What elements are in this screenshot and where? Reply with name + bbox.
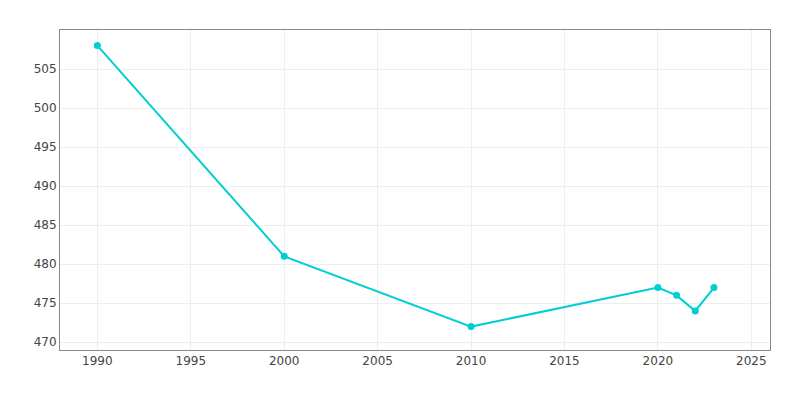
svg-text:475: 475 (34, 296, 57, 310)
svg-text:1995: 1995 (176, 354, 207, 368)
svg-text:2020: 2020 (643, 354, 674, 368)
svg-text:2010: 2010 (456, 354, 487, 368)
svg-text:470: 470 (34, 335, 57, 349)
svg-text:2005: 2005 (362, 354, 393, 368)
svg-text:2025: 2025 (736, 354, 767, 368)
svg-text:2000: 2000 (269, 354, 300, 368)
svg-text:505: 505 (34, 62, 57, 76)
svg-text:500: 500 (34, 101, 57, 115)
svg-text:495: 495 (34, 140, 57, 154)
svg-text:490: 490 (34, 179, 57, 193)
svg-text:480: 480 (34, 257, 57, 271)
svg-text:2015: 2015 (549, 354, 580, 368)
svg-text:485: 485 (34, 218, 57, 232)
svg-text:1990: 1990 (82, 354, 113, 368)
